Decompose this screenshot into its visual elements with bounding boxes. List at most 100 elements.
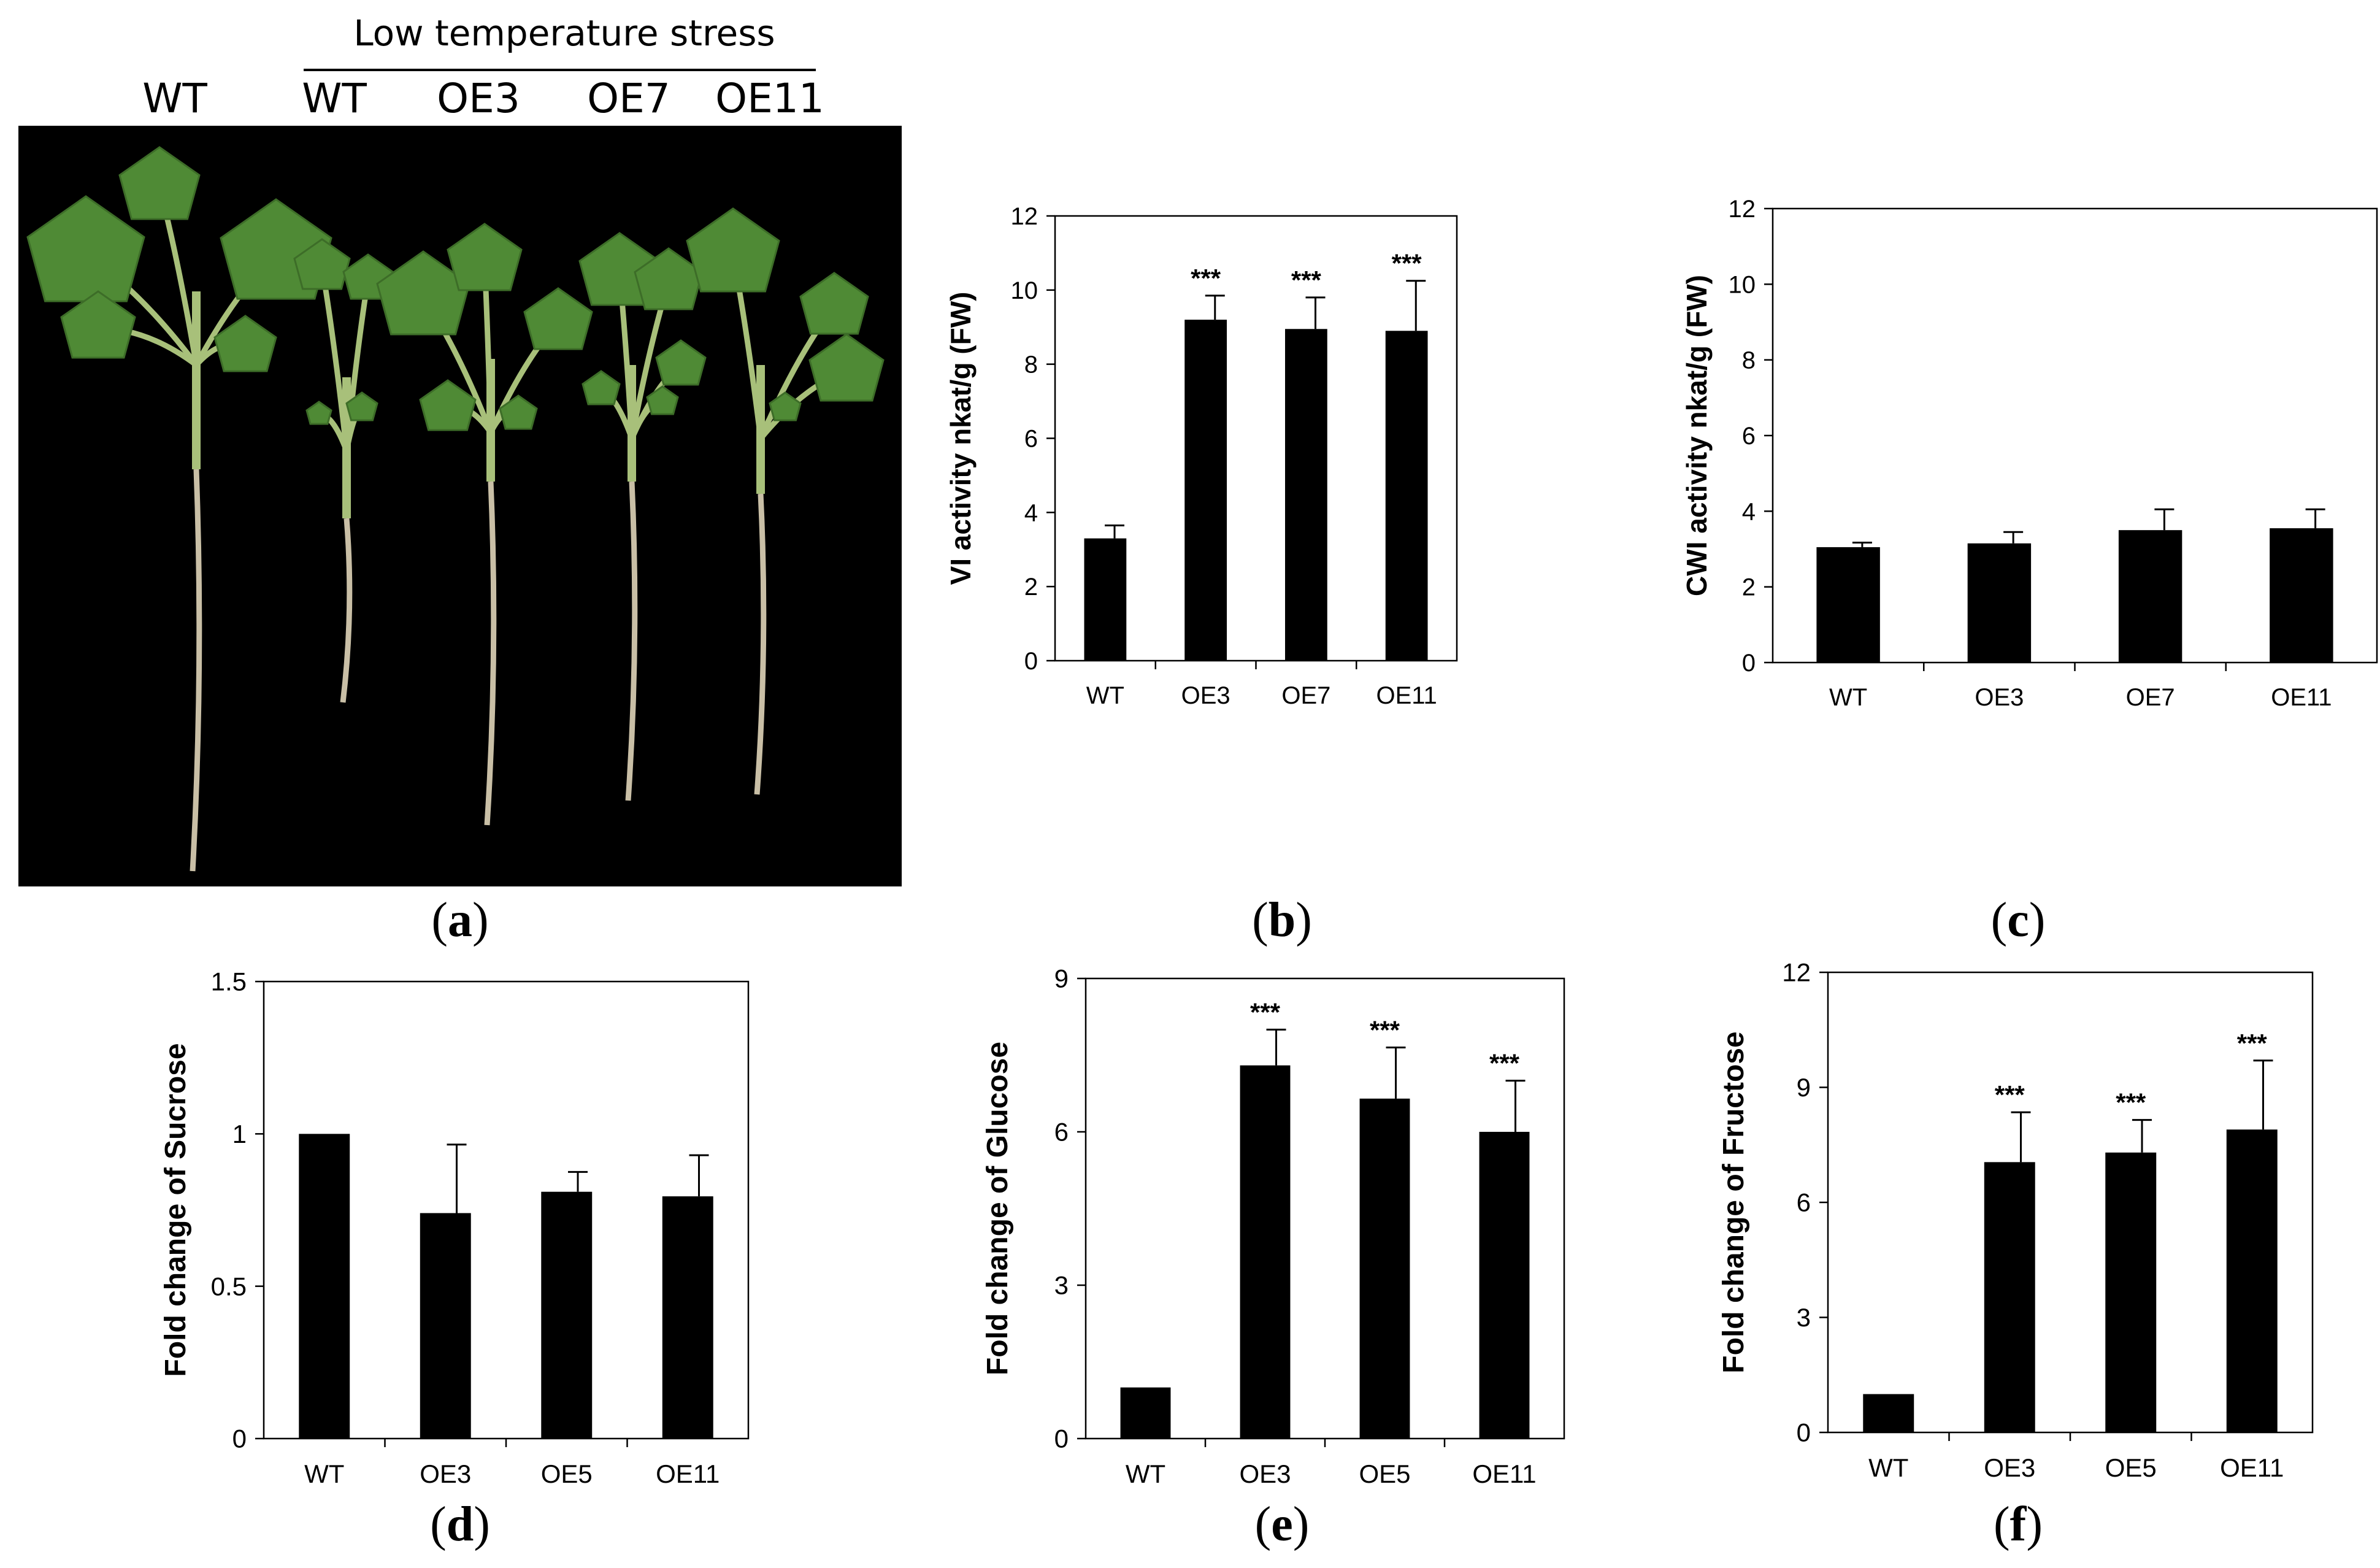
- y-axis-label: Fold change of Glucose: [981, 1042, 1014, 1375]
- significance-mark: ***: [2116, 1088, 2146, 1117]
- seedling: [578, 232, 707, 801]
- photo-treatment-label: OE7: [587, 75, 670, 122]
- y-tick-label: 0: [1054, 1424, 1069, 1453]
- chart-cwi-activity: 0 2 4 6 8 10 12 CWI activity nkat/g (FW) WT OE3 OE…: [1681, 196, 2378, 711]
- y-tick-label: 0: [1024, 648, 1038, 675]
- x-category-label: OE3: [420, 1459, 471, 1488]
- x-category-label: WT: [304, 1459, 344, 1488]
- y-tick-label: 0.5: [211, 1272, 247, 1301]
- x-category-label: OE3: [1975, 684, 2024, 711]
- panel-label-f: (f): [1994, 1497, 2043, 1551]
- y-tick-label: 12: [1729, 196, 1756, 223]
- chart-sucrose: 0 0.5 1 1.5 Fold change of Sucrose WT OE3 OE5 OE…: [159, 967, 750, 1488]
- chart-glucose: 0 3 6 9 Fold change of Glucose WT *** OE3 *** OE5…: [981, 964, 1565, 1488]
- treatment-underline: [304, 69, 816, 71]
- bar: [1479, 1132, 1530, 1439]
- significance-mark: ***: [1370, 1016, 1400, 1045]
- panel-label-b: (b): [1252, 893, 1312, 947]
- y-tick-label: 0: [1742, 650, 1756, 677]
- bar: [662, 1196, 713, 1439]
- y-tick-label: 6: [1054, 1118, 1069, 1147]
- x-category-label: WT: [1126, 1459, 1165, 1488]
- bar: [1184, 320, 1227, 661]
- y-tick-label: 10: [1729, 271, 1756, 298]
- y-tick-label: 4: [1742, 498, 1756, 525]
- y-tick-label: 3: [1797, 1303, 1811, 1332]
- photo-treatment-label: OE3: [437, 75, 520, 122]
- significance-mark: ***: [1489, 1049, 1520, 1078]
- y-tick-label: 9: [1797, 1073, 1811, 1102]
- y-axis-label: CWI activity nkat/g (FW): [1681, 275, 1713, 596]
- seedling: [26, 146, 332, 872]
- plant-photograph: [18, 126, 902, 886]
- y-tick-label: 1: [232, 1120, 247, 1148]
- chart-vi-activity: 0 2 4 6 8 10 12 VI activity nkat/g (FW) WT *** OE3…: [945, 203, 1458, 709]
- y-tick-label: 2: [1024, 574, 1038, 601]
- y-tick-label: 9: [1054, 964, 1069, 993]
- y-axis-label: Fold change of Sucrose: [159, 1043, 192, 1377]
- y-tick-label: 12: [1782, 958, 1811, 987]
- x-category-label: OE5: [1359, 1459, 1410, 1488]
- photo-treatment-label: WT: [302, 75, 367, 122]
- x-category-label: OE11: [2220, 1453, 2284, 1482]
- y-tick-label: 1.5: [211, 967, 247, 996]
- bar: [1359, 1098, 1410, 1439]
- y-tick-label: 6: [1742, 423, 1756, 450]
- x-category-label: WT: [1868, 1453, 1908, 1482]
- y-tick-label: 10: [1011, 277, 1038, 304]
- bar: [2226, 1129, 2278, 1432]
- significance-mark: ***: [1191, 264, 1221, 293]
- bar: [2105, 1152, 2157, 1432]
- y-tick-label: 8: [1024, 352, 1038, 379]
- bar: [1816, 547, 1880, 663]
- bar: [1984, 1162, 2035, 1432]
- photo-control-label: WT: [142, 75, 207, 122]
- seedling: [376, 223, 593, 826]
- y-axis-label: VI activity nkat/g (FW): [945, 292, 977, 585]
- y-tick-label: 12: [1011, 203, 1038, 230]
- y-tick-label: 3: [1054, 1271, 1069, 1300]
- y-tick-label: 6: [1797, 1188, 1811, 1217]
- bar: [541, 1191, 593, 1439]
- panel-label-d: (d): [430, 1497, 490, 1551]
- panel-label-a: (a): [431, 893, 489, 947]
- x-category-label: OE7: [2126, 684, 2175, 711]
- photo-treatment-label: OE11: [715, 75, 824, 122]
- panel-label-c: (c): [1990, 893, 2046, 947]
- x-category-label: OE11: [656, 1459, 720, 1488]
- bar: [2270, 528, 2333, 663]
- y-tick-label: 4: [1024, 499, 1038, 526]
- x-category-label: OE7: [1281, 682, 1330, 709]
- bar: [2118, 530, 2182, 663]
- seedling: [686, 207, 885, 795]
- significance-mark: ***: [1291, 266, 1322, 294]
- y-tick-label: 6: [1024, 426, 1038, 453]
- y-axis-label: Fold change of Fructose: [1718, 1031, 1750, 1373]
- x-category-label: WT: [1829, 684, 1867, 711]
- bar: [1084, 538, 1127, 661]
- significance-mark: ***: [1392, 249, 1422, 278]
- bar: [1863, 1394, 1914, 1432]
- x-category-label: WT: [1086, 682, 1124, 709]
- x-category-label: OE11: [1376, 682, 1437, 709]
- bar: [420, 1213, 471, 1439]
- bar: [1240, 1065, 1291, 1439]
- bar: [1120, 1387, 1171, 1439]
- x-category-label: OE3: [1181, 682, 1230, 709]
- chart-fructose: 0 3 6 9 12 Fold change of Fructose WT *** OE3 ***…: [1718, 958, 2314, 1482]
- y-tick-label: 0: [232, 1424, 247, 1453]
- bar: [1385, 331, 1428, 661]
- y-tick-label: 8: [1742, 347, 1756, 374]
- y-tick-label: 2: [1742, 574, 1756, 601]
- x-category-label: OE3: [1239, 1459, 1291, 1488]
- significance-mark: ***: [2237, 1029, 2268, 1058]
- x-category-label: OE5: [541, 1459, 593, 1488]
- x-category-label: OE3: [1984, 1453, 2035, 1482]
- panel-label-e: (e): [1254, 1497, 1310, 1551]
- significance-mark: ***: [1995, 1080, 2025, 1109]
- bar: [1967, 543, 2032, 663]
- x-category-label: OE11: [2271, 684, 2332, 711]
- x-category-label: OE5: [2105, 1453, 2157, 1482]
- treatment-title: Low temperature stress: [353, 12, 775, 54]
- significance-mark: ***: [1250, 997, 1281, 1026]
